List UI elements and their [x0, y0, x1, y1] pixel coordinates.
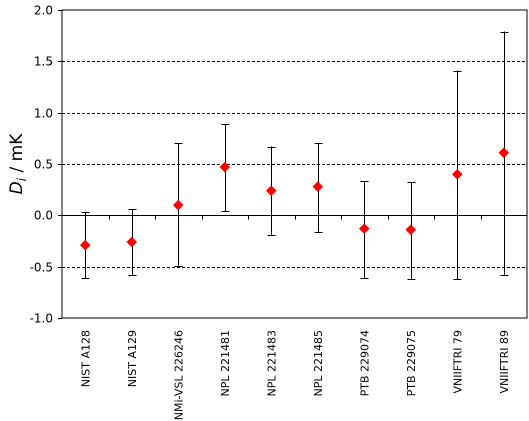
data-point-marker [265, 185, 277, 197]
data-point-marker [451, 168, 463, 180]
grid-lines [62, 61, 527, 268]
data-point-marker [126, 236, 138, 248]
data-point-marker [79, 239, 91, 251]
data-points [79, 147, 510, 251]
data-point-marker [405, 224, 417, 236]
y-tick-label: 0.5 [34, 158, 53, 172]
x-tick-label: NPL 221485 [312, 330, 325, 396]
y-tick-label: -1.0 [30, 312, 53, 326]
data-point-marker [358, 223, 370, 235]
x-tick-label: PTB 229075 [405, 330, 418, 396]
x-tick-label: NIST A129 [126, 330, 139, 387]
y-tick-label: 2.0 [34, 4, 53, 18]
y-axis-title-unit: / mK [7, 133, 27, 178]
y-tick-label: 1.5 [34, 55, 53, 69]
y-tick-label: -0.5 [30, 261, 53, 275]
x-tick-label: NPL 221481 [219, 330, 232, 396]
y-axis-title-symbol: D [7, 181, 27, 194]
data-point-marker [172, 199, 184, 211]
data-point-marker [312, 181, 324, 192]
x-tick-label: NMi-VSL 226246 [172, 330, 185, 420]
data-point-marker [498, 147, 510, 159]
x-tick-label: PTB 229074 [358, 330, 371, 396]
y-axis: -1.0 -0.5 0.0 0.5 1.0 1.5 2.0 [30, 4, 62, 326]
x-tick-label: VNIIFTRI 89 [498, 330, 511, 393]
y-tick-label: 0.0 [34, 209, 53, 223]
x-axis: NIST A128 NIST A129 NMi-VSL 226246 NPL 2214… [79, 215, 511, 420]
x-tick-label: NPL 221483 [265, 330, 278, 396]
data-point-marker [219, 161, 231, 173]
y-axis-title-subscript: i [15, 177, 29, 181]
y-axis-title: Di / mK [7, 133, 29, 195]
x-tick-label: VNIIFTRI 79 [451, 330, 464, 393]
y-tick-label: 1.0 [34, 107, 53, 121]
x-tick-label: NIST A128 [79, 330, 92, 387]
